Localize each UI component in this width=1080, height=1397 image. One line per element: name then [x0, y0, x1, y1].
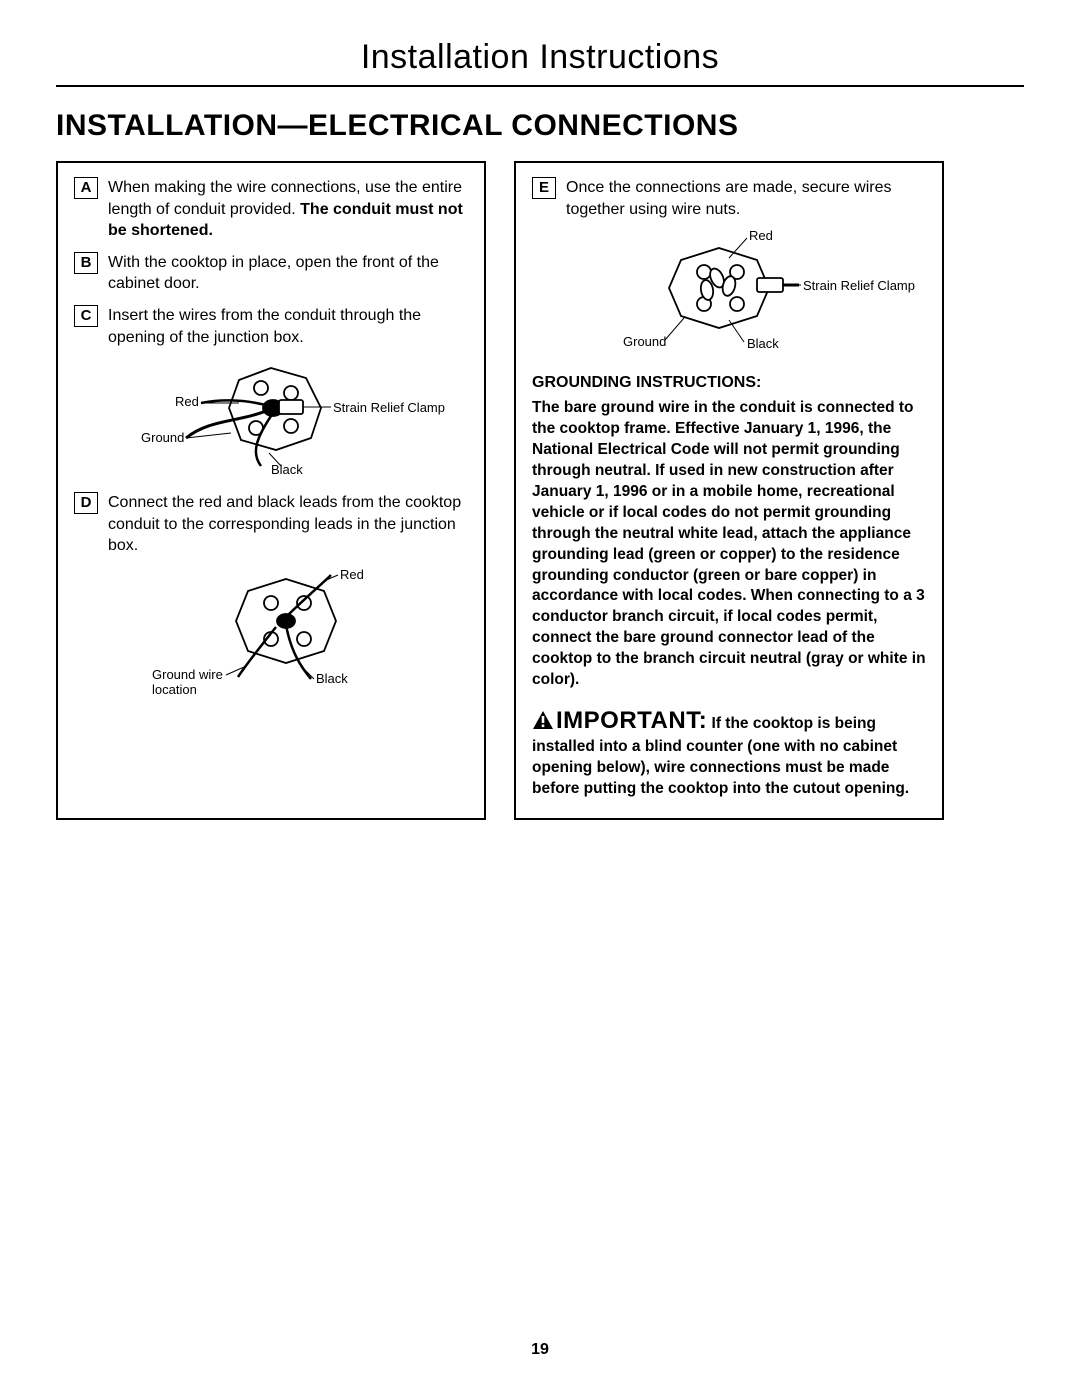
step-text-c: Insert the wires from the conduit throug…: [108, 305, 468, 348]
junction-box-diagram-3: Red Strain Relief Clamp Ground Black: [579, 230, 879, 360]
page-title: Installation Instructions: [0, 0, 1080, 85]
left-column: A When making the wire connections, use …: [56, 161, 486, 820]
step-e: E Once the connections are made, secure …: [532, 177, 926, 220]
step-label-a: A: [74, 177, 98, 199]
title-rule: [56, 85, 1024, 87]
content-columns: A When making the wire connections, use …: [0, 161, 1080, 820]
d2-label-ground: Ground wire location: [152, 667, 232, 697]
d3-label-strain: Strain Relief Clamp: [803, 278, 915, 293]
step-text-e: Once the connections are made, secure wi…: [566, 177, 926, 220]
step-label-b: B: [74, 252, 98, 274]
d2-label-black: Black: [316, 671, 348, 686]
d3-label-ground: Ground: [623, 334, 666, 349]
d1-label-ground: Ground: [141, 430, 184, 445]
warning-icon: [532, 710, 554, 737]
junction-box-diagram-1: Red Strain Relief Clamp Ground Black: [121, 358, 421, 478]
d1-label-black: Black: [271, 462, 303, 477]
grounding-body: The bare ground wire in the conduit is c…: [532, 398, 926, 691]
d3-label-black: Black: [747, 336, 779, 351]
grounding-title: GROUNDING INSTRUCTIONS:: [532, 374, 926, 392]
junction-box-svg-1: [121, 358, 421, 478]
important-block: IMPORTANT: If the cooktop is being insta…: [532, 705, 926, 800]
step-text-a: When making the wire connections, use th…: [108, 177, 468, 242]
step-text-b: With the cooktop in place, open the fron…: [108, 252, 468, 295]
step-label-e: E: [532, 177, 556, 199]
step-a: A When making the wire connections, use …: [74, 177, 468, 242]
step-c: C Insert the wires from the conduit thro…: [74, 305, 468, 348]
right-column: E Once the connections are made, secure …: [514, 161, 944, 820]
d1-label-red: Red: [175, 394, 199, 409]
d1-label-strain: Strain Relief Clamp: [333, 400, 445, 415]
d3-label-red: Red: [749, 228, 773, 243]
junction-box-diagram-2: Red Black Ground wire location: [126, 567, 416, 697]
important-word: IMPORTANT:: [556, 707, 707, 734]
d2-label-red: Red: [340, 567, 364, 582]
step-label-d: D: [74, 492, 98, 514]
step-label-c: C: [74, 305, 98, 327]
page-number: 19: [0, 1341, 1080, 1359]
section-title: INSTALLATION—ELECTRICAL CONNECTIONS: [56, 109, 1080, 143]
step-d: D Connect the red and black leads from t…: [74, 492, 468, 557]
step-b: B With the cooktop in place, open the fr…: [74, 252, 468, 295]
step-text-d: Connect the red and black leads from the…: [108, 492, 468, 557]
